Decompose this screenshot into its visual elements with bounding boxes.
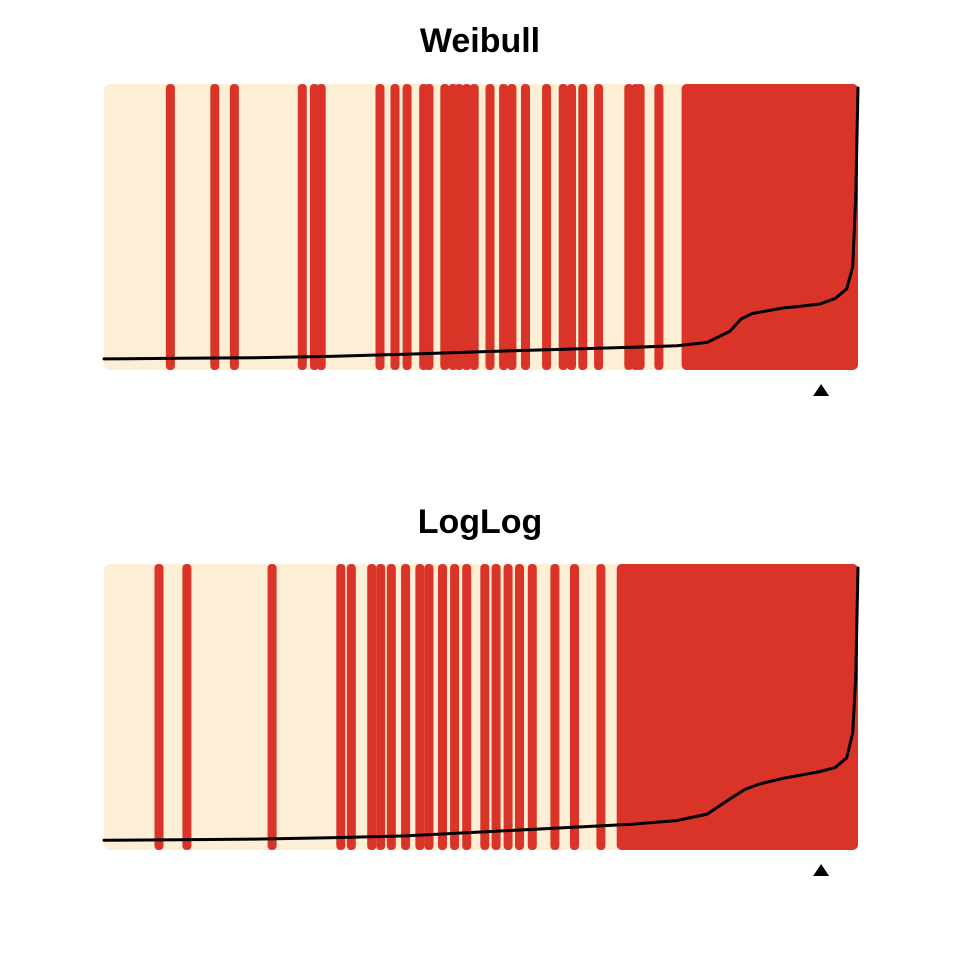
- loglog-panel: LogLog: [102, 503, 860, 876]
- weibull-event-bars: [165, 84, 858, 370]
- weibull-event-bar: [558, 84, 568, 370]
- weibull-event-bar: [507, 84, 517, 370]
- loglog-event-bar: [154, 564, 164, 850]
- weibull-event-bar: [309, 84, 319, 370]
- loglog-event-bar: [182, 564, 192, 850]
- weibull-event-bar: [210, 84, 220, 370]
- weibull-event-bar: [594, 84, 604, 370]
- loglog-event-bar: [438, 564, 447, 850]
- weibull-marker-triangle: [813, 384, 830, 396]
- weibull-event-bar: [499, 84, 509, 370]
- loglog-event-bars: [154, 564, 858, 850]
- weibull-event-bar: [654, 84, 664, 370]
- loglog-event-bar: [450, 564, 460, 850]
- loglog-marker-triangle: [813, 864, 830, 876]
- weibull-event-bar: [390, 84, 400, 370]
- weibull-event-bar: [316, 84, 326, 370]
- loglog-event-bar: [596, 564, 606, 850]
- loglog-event-bar: [376, 564, 386, 850]
- weibull-event-bar: [635, 84, 645, 370]
- weibull-title: Weibull: [420, 22, 540, 60]
- loglog-curve: [102, 566, 860, 842]
- weibull-event-bar: [578, 84, 588, 370]
- loglog-title: LogLog: [418, 503, 543, 541]
- weibull-event-bar: [229, 84, 239, 370]
- loglog-event-bar: [367, 564, 377, 850]
- loglog-event-bar: [503, 564, 513, 850]
- weibull-event-bar: [462, 84, 472, 370]
- loglog-event-bar: [346, 564, 356, 850]
- weibull-event-bar: [402, 84, 412, 370]
- loglog-event-bar: [462, 564, 472, 850]
- loglog-event-bar: [515, 564, 524, 850]
- weibull-event-bar: [469, 84, 479, 370]
- loglog-event-bar: [415, 564, 425, 850]
- weibull-event-bar: [440, 84, 450, 370]
- loglog-event-bar: [550, 564, 560, 850]
- weibull-event-bar: [165, 84, 175, 370]
- loglog-event-bar: [527, 564, 537, 850]
- loglog-event-bar: [267, 564, 277, 850]
- weibull-plot-background: [104, 84, 858, 370]
- loglog-event-bar: [401, 564, 411, 850]
- loglog-event-bar: [336, 564, 346, 850]
- loglog-event-bar: [386, 564, 396, 850]
- loglog-event-bar: [480, 564, 490, 850]
- weibull-event-bar: [375, 84, 385, 370]
- weibull-event-bar: [567, 84, 576, 370]
- weibull-event-bar: [424, 84, 434, 370]
- weibull-event-bar: [297, 84, 307, 370]
- loglog-event-block: [616, 564, 858, 850]
- weibull-event-bar: [485, 84, 495, 370]
- weibull-curve: [102, 86, 860, 361]
- loglog-event-bar: [570, 564, 579, 850]
- weibull-event-bar: [542, 84, 552, 370]
- loglog-event-bar: [491, 564, 501, 850]
- weibull-panel: Weibull: [102, 22, 860, 396]
- weibull-event-block: [681, 84, 858, 370]
- weibull-event-bar: [454, 84, 464, 370]
- weibull-event-bar: [521, 84, 530, 370]
- weibull-event-bar: [624, 84, 634, 370]
- loglog-event-bar: [424, 564, 434, 850]
